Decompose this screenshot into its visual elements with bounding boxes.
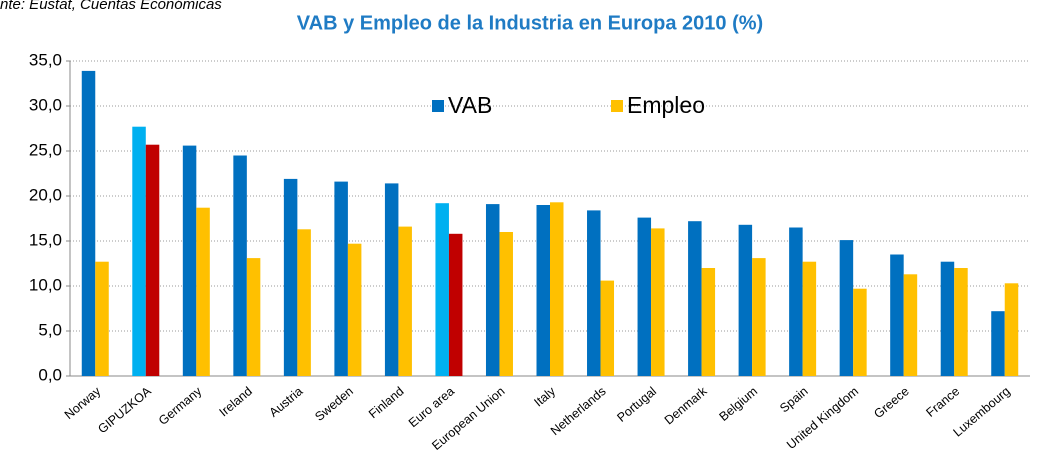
bar [1004,283,1019,376]
x-tick-label: Denmark [662,384,710,428]
bar [95,261,109,376]
y-tick-label: 15,0 [29,230,62,249]
x-tick-label: Sweden [312,384,356,424]
x-tick-label: Germany [156,384,205,428]
x-tick-label: Greece [871,384,911,421]
bar [940,261,955,376]
bar [688,221,702,376]
legend-label: Empleo [627,92,705,118]
x-tick-label: Norway [62,384,104,422]
bar [536,205,550,376]
bar [738,224,753,376]
bar [853,288,867,376]
x-tick-label: Belgium [717,384,761,424]
legend-swatch [432,100,444,112]
bar [789,227,803,376]
x-tick-label: Spain [777,384,811,415]
x-tick-label: Portugal [614,384,659,425]
bar [233,155,247,376]
y-tick-label: 30,0 [29,95,62,114]
chart-title: VAB y Empleo de la Industria en Europa 2… [297,12,763,34]
bar [347,243,362,376]
bar [903,274,918,376]
bar [600,280,615,376]
x-tick-label: Ireland [217,384,255,419]
x-tick-label: Netherlands [548,384,609,438]
y-tick-label: 5,0 [38,320,62,339]
bar [550,202,564,376]
bar [587,210,601,376]
source-note: nte: Eustat, Cuentas Económicas [0,0,222,13]
bar [651,228,665,376]
x-tick-label: Euro area [406,384,457,430]
bar [132,126,146,376]
bar [448,233,463,376]
bar [637,217,652,376]
bar [81,70,96,377]
bar [991,311,1005,376]
bar [297,229,311,376]
bar [890,254,904,376]
legend-swatch [611,100,623,112]
x-tick-label: Austria [267,384,306,420]
bar [334,181,348,376]
bar [802,261,817,376]
bar [196,207,210,376]
x-tick-label: GIPUZKOA [95,384,154,437]
bar [398,226,412,376]
y-tick-label: 35,0 [29,50,62,69]
bar [435,203,449,376]
bar [752,258,766,376]
bar [485,204,500,376]
bar [384,183,399,376]
bar [283,178,298,376]
bar [499,232,513,376]
bar [246,258,261,376]
bar [701,268,716,376]
bar [839,240,854,376]
bar [954,268,968,376]
y-tick-label: 20,0 [29,185,62,204]
x-tick-label: Italy [531,384,558,410]
x-tick-label: Finland [366,384,406,421]
bar [182,145,197,376]
y-tick-label: 25,0 [29,140,62,159]
bar [145,144,160,376]
x-tick-label: France [923,384,962,420]
y-tick-label: 10,0 [29,275,62,294]
legend-label: VAB [448,92,492,118]
y-tick-label: 0,0 [38,365,62,384]
